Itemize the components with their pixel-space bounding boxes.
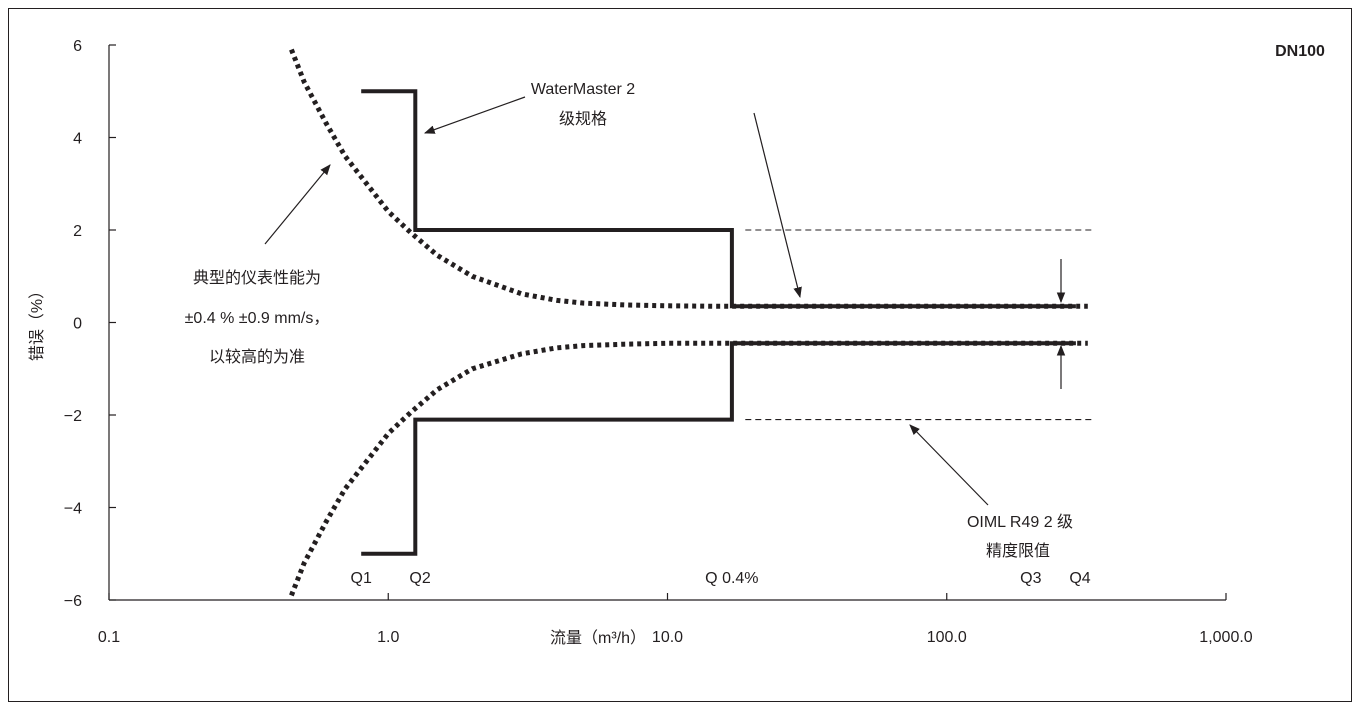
oiml-annotation-line-2: 精度限值 (986, 542, 1050, 560)
annotation-arrows (264, 96, 1066, 506)
x-tick-label: 1.0 (377, 629, 399, 646)
chart-frame (8, 8, 1352, 702)
spec-annotation-line-1: WaterMaster 2 (531, 81, 635, 98)
typical-annotation: 典型的仪表性能为 ±0.4 % ±0.9 mm/s， 以较高的为准 (185, 269, 330, 366)
spec-arrow-to-bottom (753, 112, 802, 299)
flow-marker-label: Q3 (1020, 570, 1041, 587)
oiml-arrow (909, 424, 989, 506)
y-tick-label: 2 (73, 223, 82, 240)
x-tick-label: 10.0 (652, 629, 683, 646)
spec-arrow (423, 96, 526, 134)
flow-markers: Q1 Q2 Q 0.4% Q3 Q4 (351, 570, 1091, 587)
series-typical-upper (289, 48, 1088, 309)
oiml-annotation: OIML R49 2 级 精度限值 (967, 513, 1073, 560)
typical-annotation-line-3: 以较高的为准 (209, 348, 305, 366)
corner-label: DN100 (1275, 43, 1325, 60)
series-typical-lower (289, 340, 1088, 597)
x-tick-label: 1,000.0 (1199, 629, 1252, 646)
typical-arrow (264, 164, 331, 245)
flow-marker-label: Q 0.4% (705, 570, 758, 587)
flow-marker-label: Q2 (409, 570, 430, 587)
y-tick-label: −2 (64, 408, 82, 425)
axes: 6 4 2 0 −2 −4 −6 0.1 1.0 10.0 100.0 1,000.0 (64, 38, 1253, 646)
spec-annotation: WaterMaster 2 级规格 (531, 81, 635, 128)
x-axis-label: 流量（m³/h） (550, 629, 646, 647)
x-tick-label: 0.1 (98, 629, 120, 646)
y-tick-label: 0 (73, 316, 82, 333)
y-axis-label: 错误（%） (28, 283, 46, 361)
typical-annotation-line-1: 典型的仪表性能为 (193, 269, 321, 287)
spec-annotation-line-2: 级规格 (559, 110, 607, 128)
series-spec-upper (361, 89, 1076, 309)
typical-annotation-line-2: ±0.4 % ±0.9 mm/s， (185, 310, 330, 327)
flow-marker-label: Q1 (351, 570, 372, 587)
y-tick-label: −4 (64, 501, 82, 518)
oiml-annotation-line-1: OIML R49 2 级 (967, 513, 1073, 531)
y-tick-label: 4 (73, 131, 82, 148)
series-spec-lower (361, 341, 1076, 556)
flow-marker-label: Q4 (1069, 570, 1090, 587)
plot-area (289, 48, 1092, 597)
y-tick-label: −6 (64, 593, 82, 610)
y-tick-label: 6 (73, 38, 82, 55)
x-tick-label: 100.0 (927, 629, 967, 646)
